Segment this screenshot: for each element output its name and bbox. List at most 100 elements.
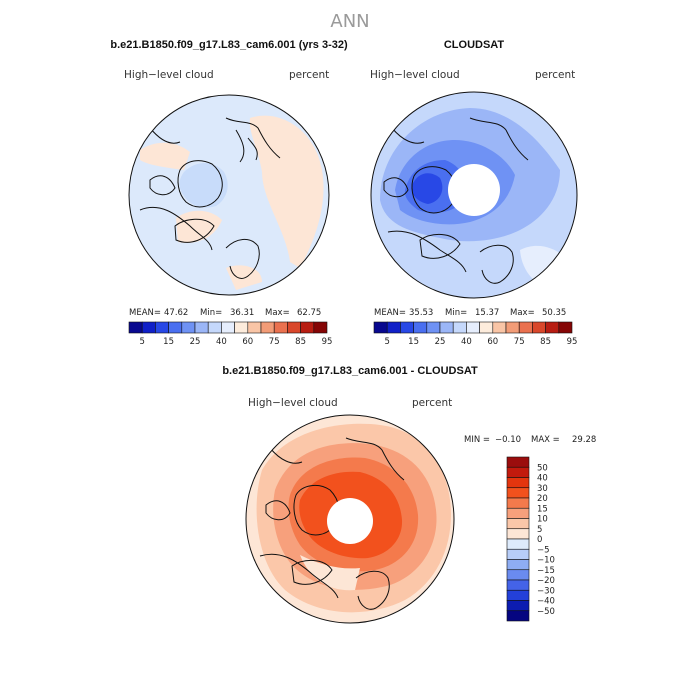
panel-model-stats: MEAN= 47.62 Min= 36.31 Max= 62.75 [129,308,321,318]
colorbar-tick-label: −40 [537,597,555,607]
colorbar-tick-label: 60 [487,337,498,347]
colorbar-tick-label: 5 [139,337,144,347]
coast-baffin [149,175,176,196]
colorbar-swatch [207,321,222,334]
colorbar-swatch [273,321,288,334]
colorbar-tick-label: 50 [537,463,548,473]
colorbar-tick-label: 40 [461,337,472,347]
page-title: ANN [330,11,369,32]
colorbar-swatch [426,321,441,334]
map-lowest-region [411,173,443,204]
map-boundary-circle [370,91,578,299]
stat-max-label: Max= [510,308,535,318]
colorbar-tick-label: 75 [269,337,280,347]
colorbar-swatch [400,321,414,334]
map-pole-hole [448,164,500,216]
colorbar-tick-label: 5 [384,337,389,347]
panel-model: b.e21.B1850.f09_g17.L83_cam6.001 (yrs 3-… [110,39,348,347]
colorbar-tick-label: 10 [537,515,548,525]
colorbar-tick-label: −20 [537,576,555,586]
colorbar-swatch [506,487,530,499]
panel-model-unit-label: percent [289,69,329,81]
coast-scandinavia [225,239,260,279]
panel-obs-var-label: High−level cloud [370,69,460,81]
map-coastlines [139,117,281,279]
colorbar-swatch [221,321,235,334]
colorbar-model: 5 15 25 40 60 75 85 95 [128,321,332,347]
stat-min-label: Min= [445,308,467,318]
colorbar-swatch [466,321,480,334]
coast-hudson-bay [291,560,333,585]
colorbar-swatch [506,569,530,581]
colorbar-tick-label: −50 [537,607,555,617]
colorbar-swatch [506,579,530,591]
colorbar-tick-label: 40 [216,337,227,347]
map-high-region-south [176,210,222,244]
stat-min-value: 15.37 [475,308,499,318]
colorbar-tick-label: 25 [190,337,201,347]
stat-mean-label: MEAN= [374,308,406,318]
colorbar-swatch [506,600,530,612]
panel-diff-header: b.e21.B1850.f09_g17.L83_cam6.001 - CLOUD… [222,365,478,377]
stat-max-value: 50.35 [542,308,566,318]
coast-siberia [469,117,529,161]
colorbar-tick-label: 85 [540,337,551,347]
stat-max-value: 62.75 [297,308,321,318]
colorbar-swatch [386,321,401,334]
panel-diff-map [246,415,454,623]
colorbar-tick-label: 25 [435,337,446,347]
colorbar-tick-label: −15 [537,566,555,576]
colorbar-swatch [413,321,428,334]
map-boundary-circle [128,94,330,296]
panel-diff-stats: MIN = −0.10 MAX = 29.28 [464,435,596,445]
panel-diff-var-label: High−level cloud [248,397,338,409]
colorbar-tick-label: 15 [163,337,174,347]
map-coastlines [259,437,405,610]
colorbar-swatch [506,528,530,540]
colorbar-swatch [506,589,530,601]
map-coastlines [383,117,529,284]
colorbar-swatch [373,321,388,334]
colorbar-tick-label: 0 [537,535,542,545]
coast-greenland [177,160,223,208]
colorbar-swatch [155,321,169,334]
colorbar-swatch [506,456,530,468]
colorbar-swatch [479,321,494,334]
colorbar-tick-label: 95 [567,337,578,347]
colorbar-tick-label: −30 [537,586,555,596]
colorbar-swatch [194,321,209,334]
colorbar-swatch [260,321,275,334]
colorbar-swatch [506,538,530,550]
stat-mean-value: 35.53 [409,308,433,318]
map-low-region-greenland [179,163,228,208]
colorbar-swatch [313,321,328,334]
colorbar-swatch [181,321,196,334]
map-boundary-circle [245,414,455,624]
panel-obs-unit-label: percent [535,69,575,81]
coast-greenland [411,166,457,214]
colorbar-tick-label: 75 [514,337,525,347]
colorbar-swatch [506,466,530,478]
coast-scandinavia [355,570,390,610]
coast-baffin [265,500,291,521]
colorbar-swatch [545,321,560,334]
stat-mean-value: 47.62 [164,308,188,318]
colorbar-swatch [168,321,183,334]
diff-min-label: MIN = [464,435,490,445]
panel-diff-unit-label: percent [412,397,452,409]
coast-scandinavia [479,244,514,284]
stat-min-label: Min= [200,308,222,318]
panel-obs-stats: MEAN= 35.53 Min= 15.37 Max= 50.35 [374,308,566,318]
colorbar-tick-label: 15 [408,337,419,347]
coast-islands [235,129,258,163]
panel-obs: CLOUDSAT High−level cloud percent MEAN [370,39,578,347]
colorbar-swatch [287,321,301,334]
colorbar-swatch [558,321,573,334]
coast-hudson-bay [419,234,461,259]
colorbar-swatch [452,321,467,334]
colorbar-tick-label: 60 [242,337,253,347]
diff-max-label: MAX = [531,435,560,445]
stat-max-label: Max= [265,308,290,318]
